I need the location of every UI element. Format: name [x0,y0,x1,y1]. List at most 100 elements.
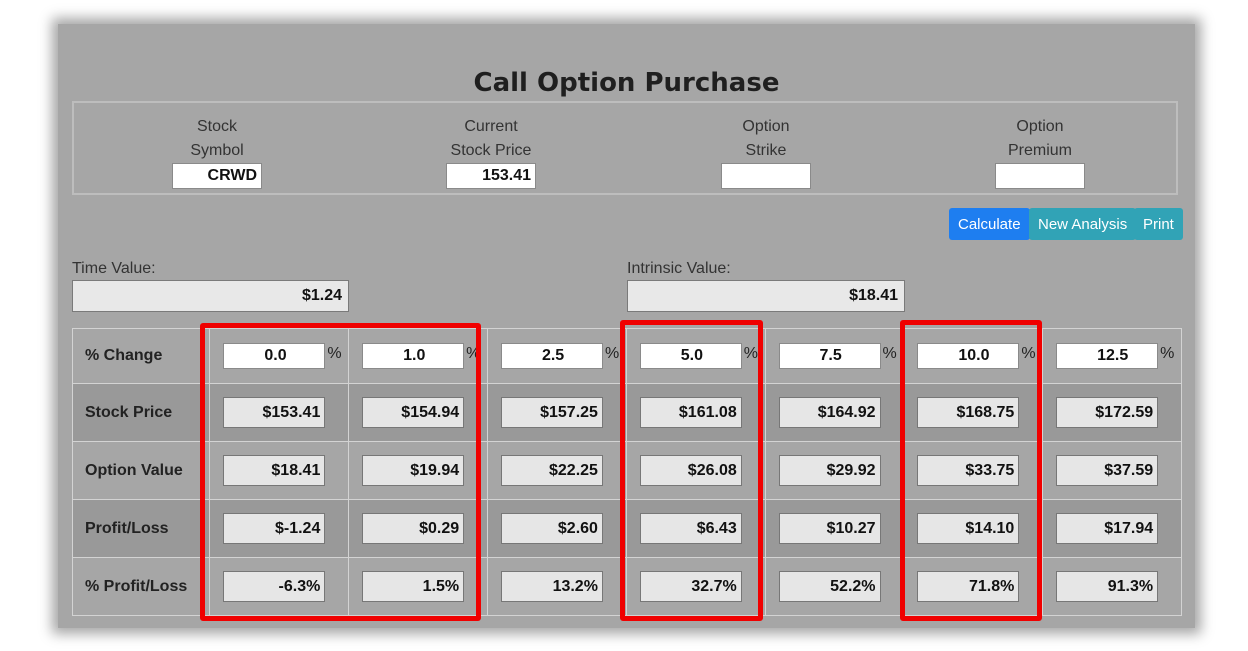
row-label-profit-loss: Profit/Loss [71,499,211,558]
pct-sign: % [466,345,481,362]
pct-profit-loss-value: -6.3% [223,571,326,602]
pct-profit-loss-cell: 91.3% [1042,557,1182,616]
profit-loss-value: $0.29 [362,513,465,544]
option-value-row: Option Value $18.41 $19.94 $22.25 $26.08… [71,441,1182,500]
stock-price-value: $154.94 [362,397,465,428]
pct-change-cell: 7.5% [764,328,905,384]
option-premium-input[interactable] [995,163,1085,189]
pct-change-input[interactable]: 12.5 [1056,343,1159,369]
stock-price-cell: $172.59 [1042,383,1182,442]
profit-loss-cell: $2.60 [486,499,627,558]
intrinsic-value-field: $18.41 [627,280,905,312]
stock-symbol-label-line2: Symbol [190,142,244,159]
print-button[interactable]: Print [1134,208,1183,240]
option-value-cell: $37.59 [1042,441,1182,500]
pct-profit-loss-cell: -6.3% [209,557,350,616]
profit-loss-cell: $0.29 [348,499,488,558]
profit-loss-value: $-1.24 [223,513,326,544]
option-value-value: $29.92 [778,455,881,486]
intrinsic-value-label: Intrinsic Value: [627,260,731,277]
call-option-panel: Call Option Purchase Stock Symbol Curren… [58,24,1195,628]
option-value-cell: $29.92 [764,441,905,500]
new-analysis-button[interactable]: New Analysis [1029,208,1137,240]
pct-sign: % [882,345,897,362]
pct-profit-loss-value: 91.3% [1056,571,1159,602]
stock-price-value: $168.75 [917,397,1020,428]
option-strike-input[interactable] [721,163,811,189]
pct-change-input[interactable]: 1.0 [362,343,465,369]
current-price-input[interactable] [446,163,536,189]
option-value-cell: $18.41 [209,441,350,500]
current-price-label-line2: Stock Price [450,142,532,159]
stock-price-row: Stock Price $153.41 $154.94 $157.25 $161… [71,383,1182,442]
option-strike-field: Option Strike [686,115,846,189]
pct-profit-loss-row: % Profit/Loss -6.3% 1.5% 13.2% 32.7% 52.… [71,557,1182,616]
option-value-value: $19.94 [362,455,465,486]
profit-loss-row: Profit/Loss $-1.24 $0.29 $2.60 $6.43 $10… [71,499,1182,558]
pct-change-input[interactable]: 2.5 [500,343,603,369]
option-value-cell: $33.75 [903,441,1044,500]
pct-change-row: % Change 0.0% 1.0% 2.5% 5.0% 7.5% 10.0% … [71,328,1182,384]
time-value-label: Time Value: [72,260,156,277]
time-value-field: $1.24 [72,280,349,312]
pct-profit-loss-cell: 71.8% [903,557,1044,616]
pct-change-input[interactable]: 5.0 [639,343,742,369]
pct-sign: % [743,345,758,362]
stock-symbol-field: Stock Symbol [137,115,297,189]
option-premium-label-line1: Option [1016,118,1064,135]
row-label-option-value: Option Value [71,441,211,500]
stock-price-value: $164.92 [778,397,881,428]
option-value-cell: $22.25 [486,441,627,500]
pct-profit-loss-value: 1.5% [362,571,465,602]
pct-change-input[interactable]: 0.0 [223,343,326,369]
pct-change-cell: 10.0% [903,328,1044,384]
profit-loss-cell: $10.27 [764,499,905,558]
option-premium-label-line2: Premium [1007,142,1072,159]
profit-loss-cell: $17.94 [1042,499,1182,558]
profit-loss-cell: $-1.24 [209,499,350,558]
pct-change-input[interactable]: 7.5 [778,343,881,369]
pct-change-cell: 5.0% [625,328,766,384]
option-value-cell: $19.94 [348,441,488,500]
profit-loss-value: $10.27 [778,513,881,544]
inputs-box: Stock Symbol Current Stock Price Option … [72,101,1178,195]
option-value-value: $18.41 [223,455,326,486]
pct-change-cell: 1.0% [348,328,488,384]
pct-sign: % [1160,345,1175,362]
pct-sign: % [1021,345,1036,362]
pct-change-input[interactable]: 10.0 [917,343,1020,369]
profit-loss-value: $17.94 [1056,513,1159,544]
stock-symbol-input[interactable] [172,163,262,189]
option-strike-label-line1: Option [742,118,790,135]
pct-change-cell: 12.5% [1042,328,1182,384]
row-label-pct-change: % Change [71,328,211,384]
pct-profit-loss-value: 71.8% [917,571,1020,602]
stock-price-cell: $154.94 [348,383,488,442]
stock-price-value: $153.41 [223,397,326,428]
current-price-label-line1: Current [464,118,518,135]
stock-price-cell: $153.41 [209,383,350,442]
profit-loss-cell: $14.10 [903,499,1044,558]
pct-sign: % [327,345,342,362]
pct-profit-loss-value: 13.2% [500,571,603,602]
option-value-cell: $26.08 [625,441,766,500]
pct-profit-loss-value: 52.2% [778,571,881,602]
pct-sign: % [604,345,620,362]
row-label-pct-profit-loss: % Profit/Loss [71,557,211,616]
calculate-button[interactable]: Calculate [949,208,1030,240]
profit-loss-value: $2.60 [500,513,603,544]
profit-loss-value: $6.43 [639,513,742,544]
stock-price-cell: $157.25 [486,383,627,442]
stock-price-cell: $164.92 [764,383,905,442]
pct-change-cell: 2.5% [486,328,627,384]
pct-profit-loss-cell: 1.5% [348,557,488,616]
scenario-table: % Change 0.0% 1.0% 2.5% 5.0% 7.5% 10.0 % … [71,328,1182,616]
pct-profit-loss-cell: 52.2% [764,557,905,616]
profit-loss-value: $14.10 [917,513,1020,544]
option-value-value: $26.08 [639,455,742,486]
option-value-value: $22.25 [500,455,603,486]
pct-profit-loss-cell: 32.7% [625,557,766,616]
option-value-value: $37.59 [1056,455,1159,486]
current-price-field: Current Stock Price [411,115,571,189]
option-strike-label-line2: Strike [745,142,787,159]
